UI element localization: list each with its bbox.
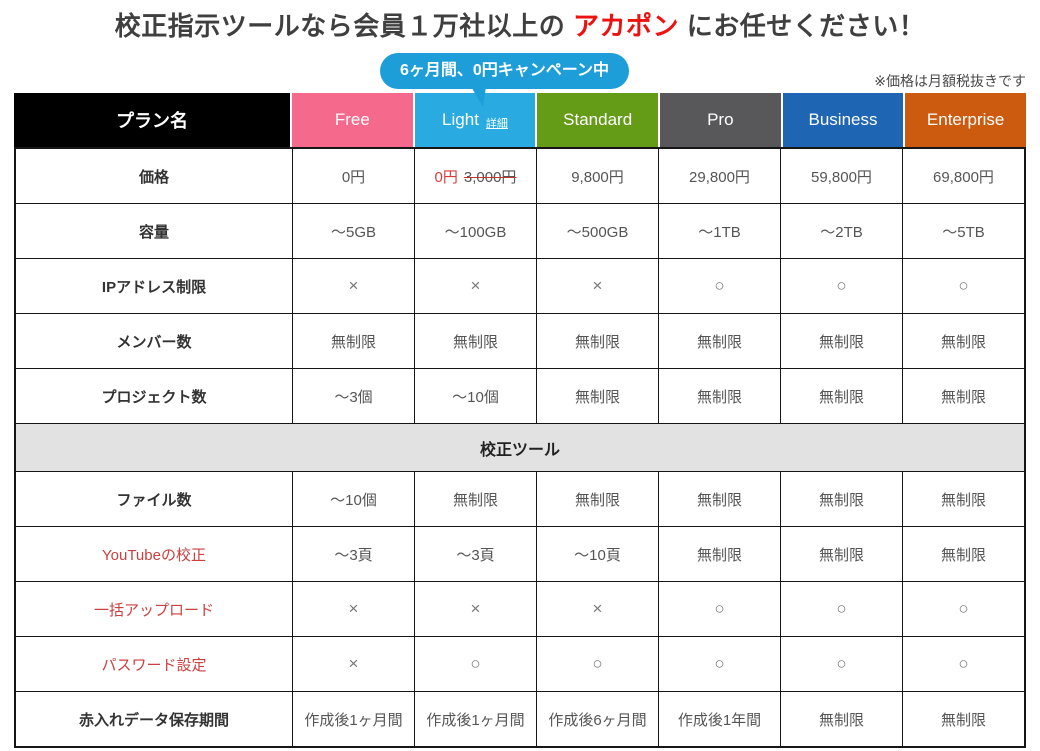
plan-header-light: Light 詳細 [414,93,536,147]
plan-header-business: Business [782,93,904,147]
plan-cell: 無制限 [781,692,902,746]
plan-cell: 作成後1ヶ月間 [415,692,536,746]
plan-name: Enterprise [926,110,1005,129]
row-label: パスワード設定 [16,637,292,691]
plan-cell: ～5GB [293,204,414,258]
plan-cell: ○ [781,582,902,636]
plan-cell: 無制限 [659,314,780,368]
section-header: 校正ツール [16,424,1024,471]
plan-cell: ～10個 [415,369,536,423]
plan-cell: ～2TB [781,204,902,258]
plan-header-row: プラン名 Free Light 詳細 Standard Pro Business Enter… [14,93,1026,147]
row-label: プロジェクト数 [16,369,292,423]
plan-cell: × [537,582,658,636]
plan-name: Free [334,110,370,129]
plan-cell: 作成後6ヶ月間 [537,692,658,746]
plan-cell: ○ [537,637,658,691]
page-title-prefix: 校正指示ツールなら会員１万社以上の [114,11,573,41]
light-detail-link[interactable]: 詳細 [485,117,508,130]
plan-cell: 無制限 [659,369,780,423]
row-label: ファイル数 [16,472,292,526]
plan-cell: 無制限 [293,314,414,368]
page-title: 校正指示ツールなら会員１万社以上の アカポン にお任せください！ [0,6,1040,43]
plan-cell: ～10個 [293,472,414,526]
plan-cell: ○ [659,637,780,691]
plan-cell: 無制限 [903,369,1024,423]
plan-cell: 無制限 [537,314,658,368]
row-label: IPアドレス制限 [16,259,292,313]
plan-cell: 作成後1年間 [659,692,780,746]
pricing-table: プラン名 Free Light 詳細 Standard Pro Business Enter… [14,93,1026,748]
plan-cell: 9,800円 [537,149,658,203]
plan-cell: 59,800円 [781,149,902,203]
plan-cell: ～100GB [415,204,536,258]
plan-table-body: 価格 0円 0円 3,000円 9,800円 29,800円 59,800円 69,800円容… [14,147,1026,748]
plan-cell: ○ [781,637,902,691]
plan-cell: ～3頁 [415,527,536,581]
plan-cell: ～5TB [903,204,1024,258]
plan-name: Standard [563,110,633,129]
plan-cell: 無制限 [781,369,902,423]
original-price-strikethrough: 3,000円 [463,168,517,186]
plan-name: Business [808,110,878,129]
plan-name-header: プラン名 [14,93,290,147]
plan-cell: ○ [659,582,780,636]
plan-cell: ○ [903,637,1024,691]
plan-cell: 作成後1ヶ月間 [293,692,414,746]
plan-cell: ～10頁 [537,527,658,581]
plan-cell: 無制限 [537,369,658,423]
plan-cell: ○ [659,259,780,313]
plan-cell: × [293,582,414,636]
plan-cell: ～3頁 [293,527,414,581]
plan-name: Pro [707,110,734,129]
plan-cell: ～3個 [293,369,414,423]
plan-cell: × [293,637,414,691]
campaign-badge: 6ヶ月間、0円キャンペーン中 [380,53,629,89]
plan-cell: ○ [781,259,902,313]
row-label: 価格 [16,149,292,203]
plan-header-pro: Pro [659,93,781,147]
page-title-suffix: にお任せください！ [679,11,926,41]
row-label: YouTubeの校正 [16,527,292,581]
plan-cell: 無制限 [903,692,1024,746]
plan-cell: ○ [415,637,536,691]
row-label: メンバー数 [16,314,292,368]
price-note: ※価格は月額税抜きです [874,73,1026,89]
promo-price: 0円 [434,168,458,186]
row-label: 一括アップロード [16,582,292,636]
row-label: 赤入れデータ保存期間 [16,692,292,746]
plan-cell: ○ [903,582,1024,636]
plan-cell: 無制限 [781,527,902,581]
plan-cell: 無制限 [903,472,1024,526]
plan-cell: 29,800円 [659,149,780,203]
plan-cell: 無制限 [781,314,902,368]
plan-cell: × [415,582,536,636]
plan-name: Light [442,110,479,129]
plan-cell: × [415,259,536,313]
plan-cell: 0円 3,000円 [415,149,536,203]
plan-cell: × [293,259,414,313]
plan-cell: 無制限 [659,527,780,581]
plan-cell: 69,800円 [903,149,1024,203]
plan-cell: 0円 [293,149,414,203]
plan-cell: 無制限 [903,527,1024,581]
plan-cell: 無制限 [659,472,780,526]
plan-header-free: Free [292,93,413,147]
row-label: 容量 [16,204,292,258]
plan-header-enterprise: Enterprise [905,93,1026,147]
plan-cell: 無制限 [537,472,658,526]
brand-name: アカポン [572,11,679,41]
plan-cell: × [537,259,658,313]
plan-cell: 無制限 [415,472,536,526]
plan-cell: 無制限 [903,314,1024,368]
plan-cell: ～1TB [659,204,780,258]
plan-cell: ～500GB [537,204,658,258]
plan-header-standard: Standard [537,93,658,147]
plan-cell: ○ [903,259,1024,313]
plan-cell: 無制限 [415,314,536,368]
plan-cell: 無制限 [781,472,902,526]
